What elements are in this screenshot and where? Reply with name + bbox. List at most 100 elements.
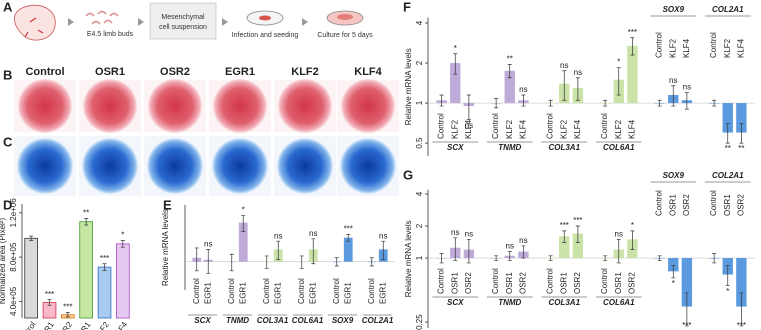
panel-label: D bbox=[3, 197, 12, 212]
error-bar bbox=[671, 85, 676, 107]
gene-label: COL6A1 bbox=[603, 143, 635, 152]
bar bbox=[24, 237, 38, 319]
gene-label: TNMD bbox=[498, 143, 521, 152]
error-bar bbox=[120, 240, 125, 248]
condition-label: KLF2 bbox=[291, 66, 319, 78]
significance-label: ns bbox=[274, 231, 282, 240]
y-tick-label: 2 bbox=[415, 223, 424, 228]
y-tick-label: 4.0e+05 bbox=[9, 286, 18, 316]
significance-label: ns bbox=[506, 242, 514, 251]
significance-label: * bbox=[672, 279, 675, 288]
x-tick-label: KLF2 bbox=[93, 320, 112, 330]
condition-label: Control bbox=[262, 278, 271, 304]
error-bar bbox=[562, 70, 567, 101]
bar bbox=[627, 45, 638, 104]
stained-culture-red bbox=[213, 79, 267, 133]
error-bar bbox=[712, 99, 717, 107]
error-bar bbox=[603, 255, 608, 261]
error-bar bbox=[616, 238, 621, 264]
condition-label: OSR1 bbox=[505, 272, 514, 294]
gene-label: SCX bbox=[447, 298, 464, 307]
error-bar bbox=[453, 237, 458, 261]
gene-label: TNMD bbox=[226, 316, 249, 325]
step-label: E4.5 limb buds bbox=[87, 31, 134, 38]
seeding-drop bbox=[259, 15, 271, 21]
arrow bbox=[302, 18, 308, 26]
condition-label: Control bbox=[546, 113, 555, 139]
error-bar bbox=[194, 247, 199, 272]
condition-label: OSR2 bbox=[464, 272, 473, 294]
bar bbox=[572, 233, 584, 259]
condition-label: EGR1 bbox=[343, 282, 352, 304]
error-bar bbox=[334, 257, 339, 267]
condition-label: KLF2 bbox=[668, 38, 677, 58]
y-axis-title: Relative mRNA levels bbox=[404, 220, 413, 297]
error-bar bbox=[725, 265, 730, 287]
stained-culture-red bbox=[148, 79, 202, 133]
condition-label: Control bbox=[332, 278, 341, 304]
y-tick-label: 1 bbox=[415, 100, 424, 105]
stained-culture-blue bbox=[340, 138, 396, 194]
significance-label: *** bbox=[45, 290, 54, 299]
y-tick-label: 2 bbox=[415, 60, 424, 65]
error-bar bbox=[562, 230, 567, 243]
y-axis-title: Normalized area (Pixel²) bbox=[0, 218, 7, 305]
gene-label: COL3A1 bbox=[548, 298, 580, 307]
error-bar bbox=[494, 98, 499, 109]
error-bar bbox=[616, 67, 621, 96]
condition-label: Control bbox=[655, 190, 664, 216]
condition-label: OSR2 bbox=[682, 194, 691, 216]
bar bbox=[736, 103, 747, 133]
arrow bbox=[138, 18, 144, 26]
y-tick-label: 4 bbox=[415, 191, 424, 196]
significance-label: ns bbox=[465, 121, 473, 130]
condition-label: OSR2 bbox=[736, 194, 745, 216]
gene-label: SCX bbox=[194, 316, 211, 325]
condition-label: OSR2 bbox=[573, 272, 582, 294]
panel-a-schematic bbox=[14, 2, 364, 41]
error-bar bbox=[657, 99, 662, 107]
condition-label: KLF2 bbox=[723, 38, 732, 58]
error-bar bbox=[712, 253, 717, 264]
bar bbox=[559, 236, 570, 259]
y-axis-title: Relative mRNA levels bbox=[161, 209, 170, 286]
significance-label: * bbox=[242, 206, 245, 215]
stained-culture-red bbox=[278, 79, 332, 133]
significance-label: ns bbox=[451, 228, 459, 237]
y-tick-label: 0.5 bbox=[415, 137, 424, 149]
stained-culture-blue bbox=[82, 138, 138, 194]
significance-label: *** bbox=[100, 254, 109, 263]
step-label: Mesenchymal bbox=[161, 14, 205, 21]
error-bar bbox=[65, 312, 70, 318]
error-bar bbox=[439, 253, 444, 264]
panel-label: E bbox=[163, 197, 172, 212]
panel-label: G bbox=[403, 167, 413, 182]
error-bar bbox=[264, 255, 269, 269]
error-bar bbox=[47, 299, 52, 306]
condition-label: KLF4 bbox=[682, 38, 691, 58]
condition-label: Control bbox=[491, 268, 500, 294]
error-bar bbox=[630, 37, 635, 56]
y-tick-label: 8.0e+05 bbox=[9, 242, 18, 272]
arrow bbox=[68, 18, 74, 26]
condition-label: OSR1 bbox=[723, 194, 732, 216]
error-bar bbox=[84, 218, 89, 226]
condition-label: Control bbox=[25, 66, 64, 78]
significance-label: ns bbox=[465, 229, 473, 238]
error-bar bbox=[466, 94, 471, 121]
bar bbox=[79, 221, 93, 319]
condition-label: EGR1 bbox=[225, 66, 255, 78]
condition-label: Control bbox=[192, 278, 201, 304]
x-tick-label: Control bbox=[15, 320, 37, 330]
error-bar bbox=[684, 92, 689, 110]
condition-label: OSR1 bbox=[668, 194, 677, 216]
condition-label: OSR1 bbox=[450, 272, 459, 294]
gene-label: SCX bbox=[447, 143, 464, 152]
significance-label: ** bbox=[83, 208, 89, 217]
condition-label: OSR1 bbox=[559, 272, 568, 294]
condition-label: Control bbox=[367, 278, 376, 304]
gene-label: COL2A1 bbox=[362, 316, 394, 325]
error-bar bbox=[603, 99, 608, 107]
significance-label: *** bbox=[737, 321, 746, 330]
